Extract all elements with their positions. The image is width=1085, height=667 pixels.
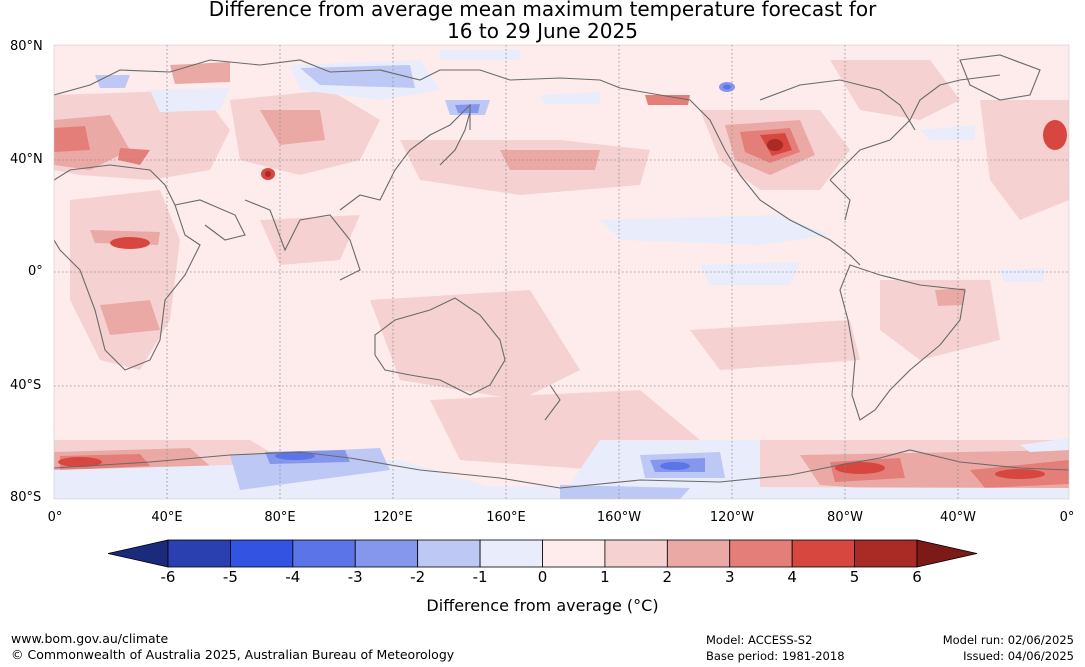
colorbar-tick-label: -2 bbox=[410, 568, 426, 586]
coastlines bbox=[54, 54, 1069, 489]
footer-base-period: Base period: 1981-2018 bbox=[706, 649, 845, 663]
colorbar-extend-high bbox=[916, 539, 978, 568]
colorbar-tick-label: 2 bbox=[662, 568, 673, 586]
colorbar-segment bbox=[354, 539, 419, 568]
colorbar-tick-label: 0 bbox=[537, 568, 548, 586]
colorbar-tick-label: 5 bbox=[849, 568, 860, 586]
colorbar-tick-label: -6 bbox=[160, 568, 176, 586]
graticule bbox=[54, 45, 1069, 499]
colorbar-title: Difference from average (°C) bbox=[426, 596, 659, 615]
lon-label-80e: 80°E bbox=[264, 510, 296, 525]
lat-label-80s: 80°S bbox=[10, 490, 42, 505]
lon-label-0-left: 0° bbox=[47, 510, 63, 525]
colorbar-segment bbox=[167, 539, 231, 568]
colorbar-segment bbox=[666, 539, 731, 568]
colorbar-segment bbox=[854, 539, 918, 568]
colorbar-tick-label: 1 bbox=[600, 568, 610, 586]
colorbar-tick-label: -4 bbox=[285, 568, 301, 586]
lon-label-40w: 40°W bbox=[940, 510, 976, 525]
lon-label-160w: 160°W bbox=[596, 510, 642, 525]
colorbar-segment bbox=[791, 539, 855, 568]
lat-label-40n: 40°N bbox=[10, 152, 43, 167]
colorbar-segment bbox=[230, 539, 294, 568]
colorbar-tick-label: -3 bbox=[347, 568, 363, 586]
colorbar-tick-label: -1 bbox=[472, 568, 488, 586]
colorbar-tick-label: -5 bbox=[222, 568, 238, 586]
colorbar-segment bbox=[542, 539, 606, 568]
colorbar bbox=[107, 539, 978, 568]
lat-label-80n: 80°N bbox=[10, 39, 43, 54]
footer-model-run: Model run: 02/06/2025 bbox=[942, 633, 1074, 647]
colorbar-extend-low bbox=[107, 539, 169, 568]
lon-label-120e: 120°E bbox=[373, 510, 413, 525]
colorbar-tick-label: 6 bbox=[912, 568, 922, 586]
colorbar-segment bbox=[729, 539, 793, 568]
lon-label-120w: 120°W bbox=[709, 510, 755, 525]
colorbar-segment bbox=[292, 539, 356, 568]
footer-issued: Issued: 04/06/2025 bbox=[963, 649, 1074, 663]
lat-label-0: 0° bbox=[28, 264, 43, 279]
temperature-anomaly-field bbox=[54, 45, 1069, 499]
lon-label-160e: 160°E bbox=[486, 510, 526, 525]
colorbar-tick-label: 3 bbox=[724, 568, 735, 586]
footer-website: www.bom.gov.au/climate bbox=[11, 631, 169, 646]
lon-label-80w: 80°W bbox=[827, 510, 863, 525]
map-title-line-1: Difference from average mean maximum tem… bbox=[208, 0, 877, 21]
colorbar-segment bbox=[604, 539, 668, 568]
colorbar-segment bbox=[417, 539, 481, 568]
footer-copyright: © Commonwealth of Australia 2025, Austra… bbox=[11, 647, 455, 662]
lat-label-40s: 40°S bbox=[10, 378, 42, 393]
colorbar-segment bbox=[479, 539, 543, 568]
colorbar-tick-label: 4 bbox=[787, 568, 797, 586]
footer-model: Model: ACCESS-S2 bbox=[706, 633, 813, 647]
map-title-line-2: 16 to 29 June 2025 bbox=[447, 19, 638, 43]
lon-label-0-right: 0° bbox=[1059, 510, 1075, 525]
lon-label-40e: 40°E bbox=[151, 510, 183, 525]
